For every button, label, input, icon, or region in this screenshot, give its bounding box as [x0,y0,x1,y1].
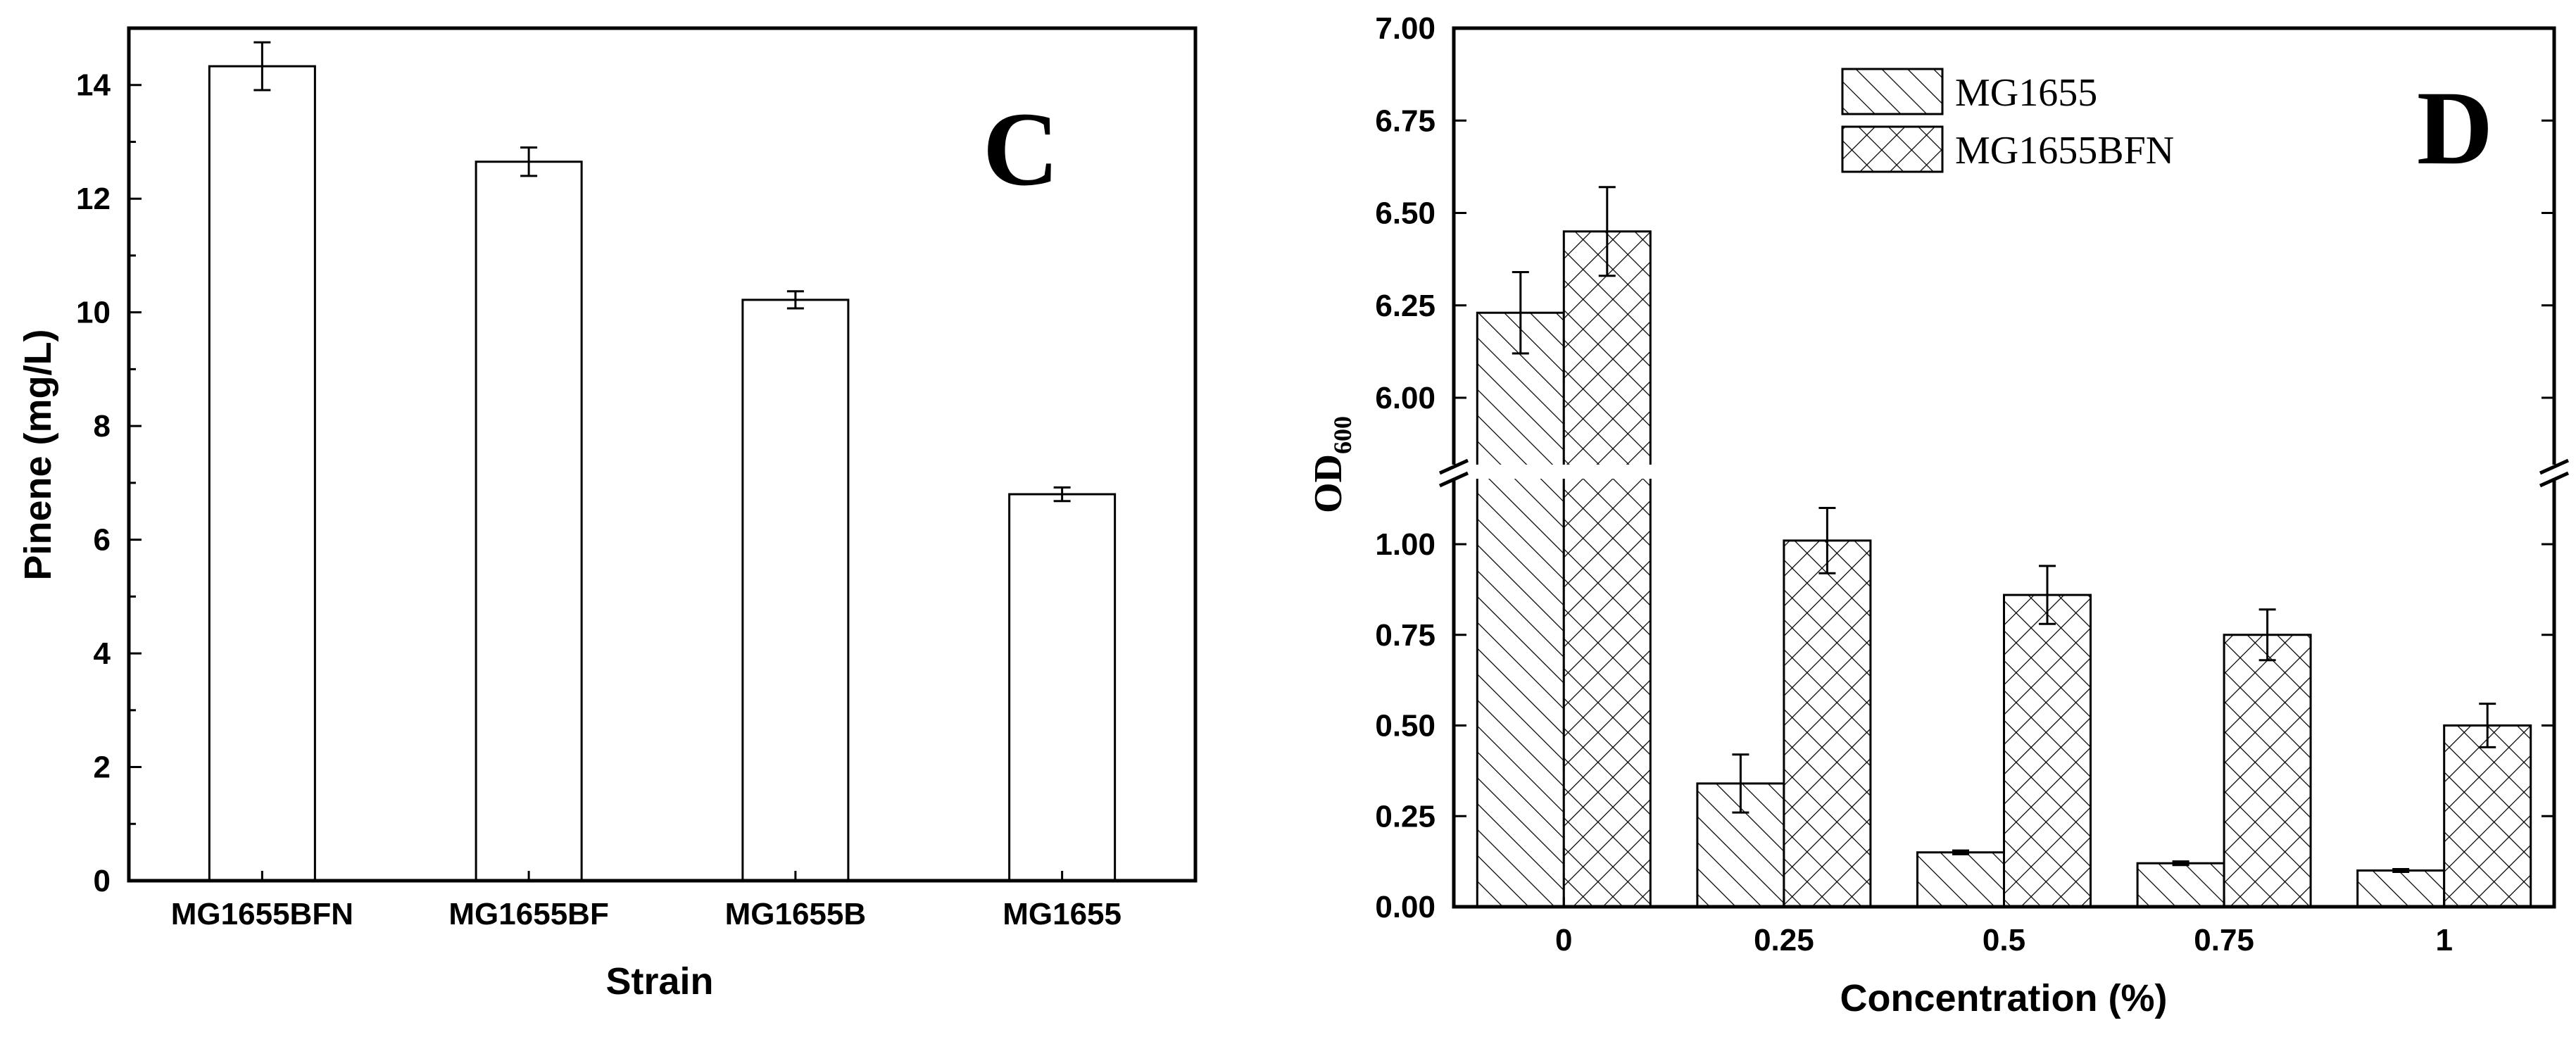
x-tick-label-mg1655: MG1655 [1003,897,1121,931]
y-tick-label-0.25: 0.25 [1375,799,1435,834]
x-tick-label-1: 1 [2435,923,2452,957]
bar-mg1655bfn-0 [1562,230,1652,908]
y-tick-label-1.00: 1.00 [1375,527,1435,562]
y-tick-label-6: 6 [94,523,111,558]
bar-mg1655bfn-0p5 [2003,593,2092,908]
x-tick-label-0p25: 0.25 [1754,923,1814,957]
x-tick-label-mg1655bf: MG1655BF [448,897,608,931]
panel-d-x-axis-title: Concentration (%) [1840,977,2168,1019]
bar-mg1655 [1008,493,1117,882]
bar-mg1655-1 [2356,869,2446,908]
y-tick-label-10: 10 [76,296,111,330]
legend-swatch-mg1655bfn [1841,125,1944,173]
y-tick-label-6.50: 6.50 [1375,196,1435,231]
panel-c-y-axis-title: Pinene (mg/L) [17,329,59,580]
x-tick-label-0: 0 [1555,923,1572,957]
legend-label-mg1655bfn: MG1655BFN [1955,129,2174,172]
y-tick-label-6.00: 6.00 [1375,381,1435,415]
panel-d-y-axis-title-main: OD [1307,454,1350,513]
panel-c-label: C [983,91,1059,208]
bar-mg1655b [741,298,850,882]
panel-d-label: D [2417,70,2493,187]
panel-c-marks: MG1655BFN MG1655BF MG1655B MG1655 0 2 4 6 8 10 12 1… [76,41,1121,931]
svg-text:OD600: OD600 [1307,416,1357,513]
panel-d-marks: 0 0.25 0.5 0.75 1 0.00 0.25 0.50 0.75 1.00 6.00 6.2… [1375,11,2554,957]
bar-mg1655bfn [208,65,316,882]
panel-d-y-axis-title-subscript: 600 [1328,416,1357,454]
y-tick-label-0.75: 0.75 [1375,618,1435,653]
x-tick-label-0p5: 0.5 [1983,923,2025,957]
bar-mg1655bfn-1 [2443,724,2532,908]
y-tick-label-8: 8 [94,409,111,444]
legend-swatch-mg1655 [1841,68,1944,115]
panel-d-axis-break-right [2539,458,2570,488]
bar-mg1655bf [475,161,583,882]
y-tick-label-0.50: 0.50 [1375,709,1435,743]
bar-mg1655-0p75 [2136,862,2225,908]
y-tick-label-0.00: 0.00 [1375,890,1435,924]
x-tick-label-0p75: 0.75 [2194,923,2254,957]
x-tick-label-mg1655b: MG1655B [725,897,867,931]
panel-d-axis-break-left [1438,458,1469,488]
bar-mg1655-0p5 [1916,851,2005,908]
bar-mg1655bfn-0p75 [2223,634,2312,908]
panel-c-chart: MG1655BFN MG1655BF MG1655B MG1655 0 2 4 6 8 10 12 1… [17,26,1198,1003]
panel-d-axis-break-gap [1447,465,2563,479]
y-tick-label-0: 0 [94,864,111,898]
x-tick-label-mg1655bfn: MG1655BFN [171,897,353,931]
panel-c-plot-frame [127,26,1198,883]
y-tick-label-6.75: 6.75 [1375,103,1435,138]
bar-mg1655-0 [1476,311,1565,908]
y-tick-label-7.00: 7.00 [1375,11,1435,46]
y-tick-label-2: 2 [94,750,111,785]
y-tick-label-4: 4 [94,636,111,671]
panel-d-legend: MG1655 MG1655BFN [1841,68,2174,173]
panel-d-y-axis-title: OD600 [1307,416,1357,513]
legend-label-mg1655: MG1655 [1955,71,2097,115]
y-tick-label-6.25: 6.25 [1375,289,1435,323]
panel-d-chart: 0 0.25 0.5 0.75 1 0.00 0.25 0.50 0.75 1.00 6.00 6.2… [1307,11,2570,1019]
bar-mg1655bfn-0p25 [1783,539,1872,908]
y-tick-label-12: 12 [76,182,111,216]
panel-c-x-axis-title: Strain [605,960,713,1003]
y-tick-label-14: 14 [76,68,111,103]
